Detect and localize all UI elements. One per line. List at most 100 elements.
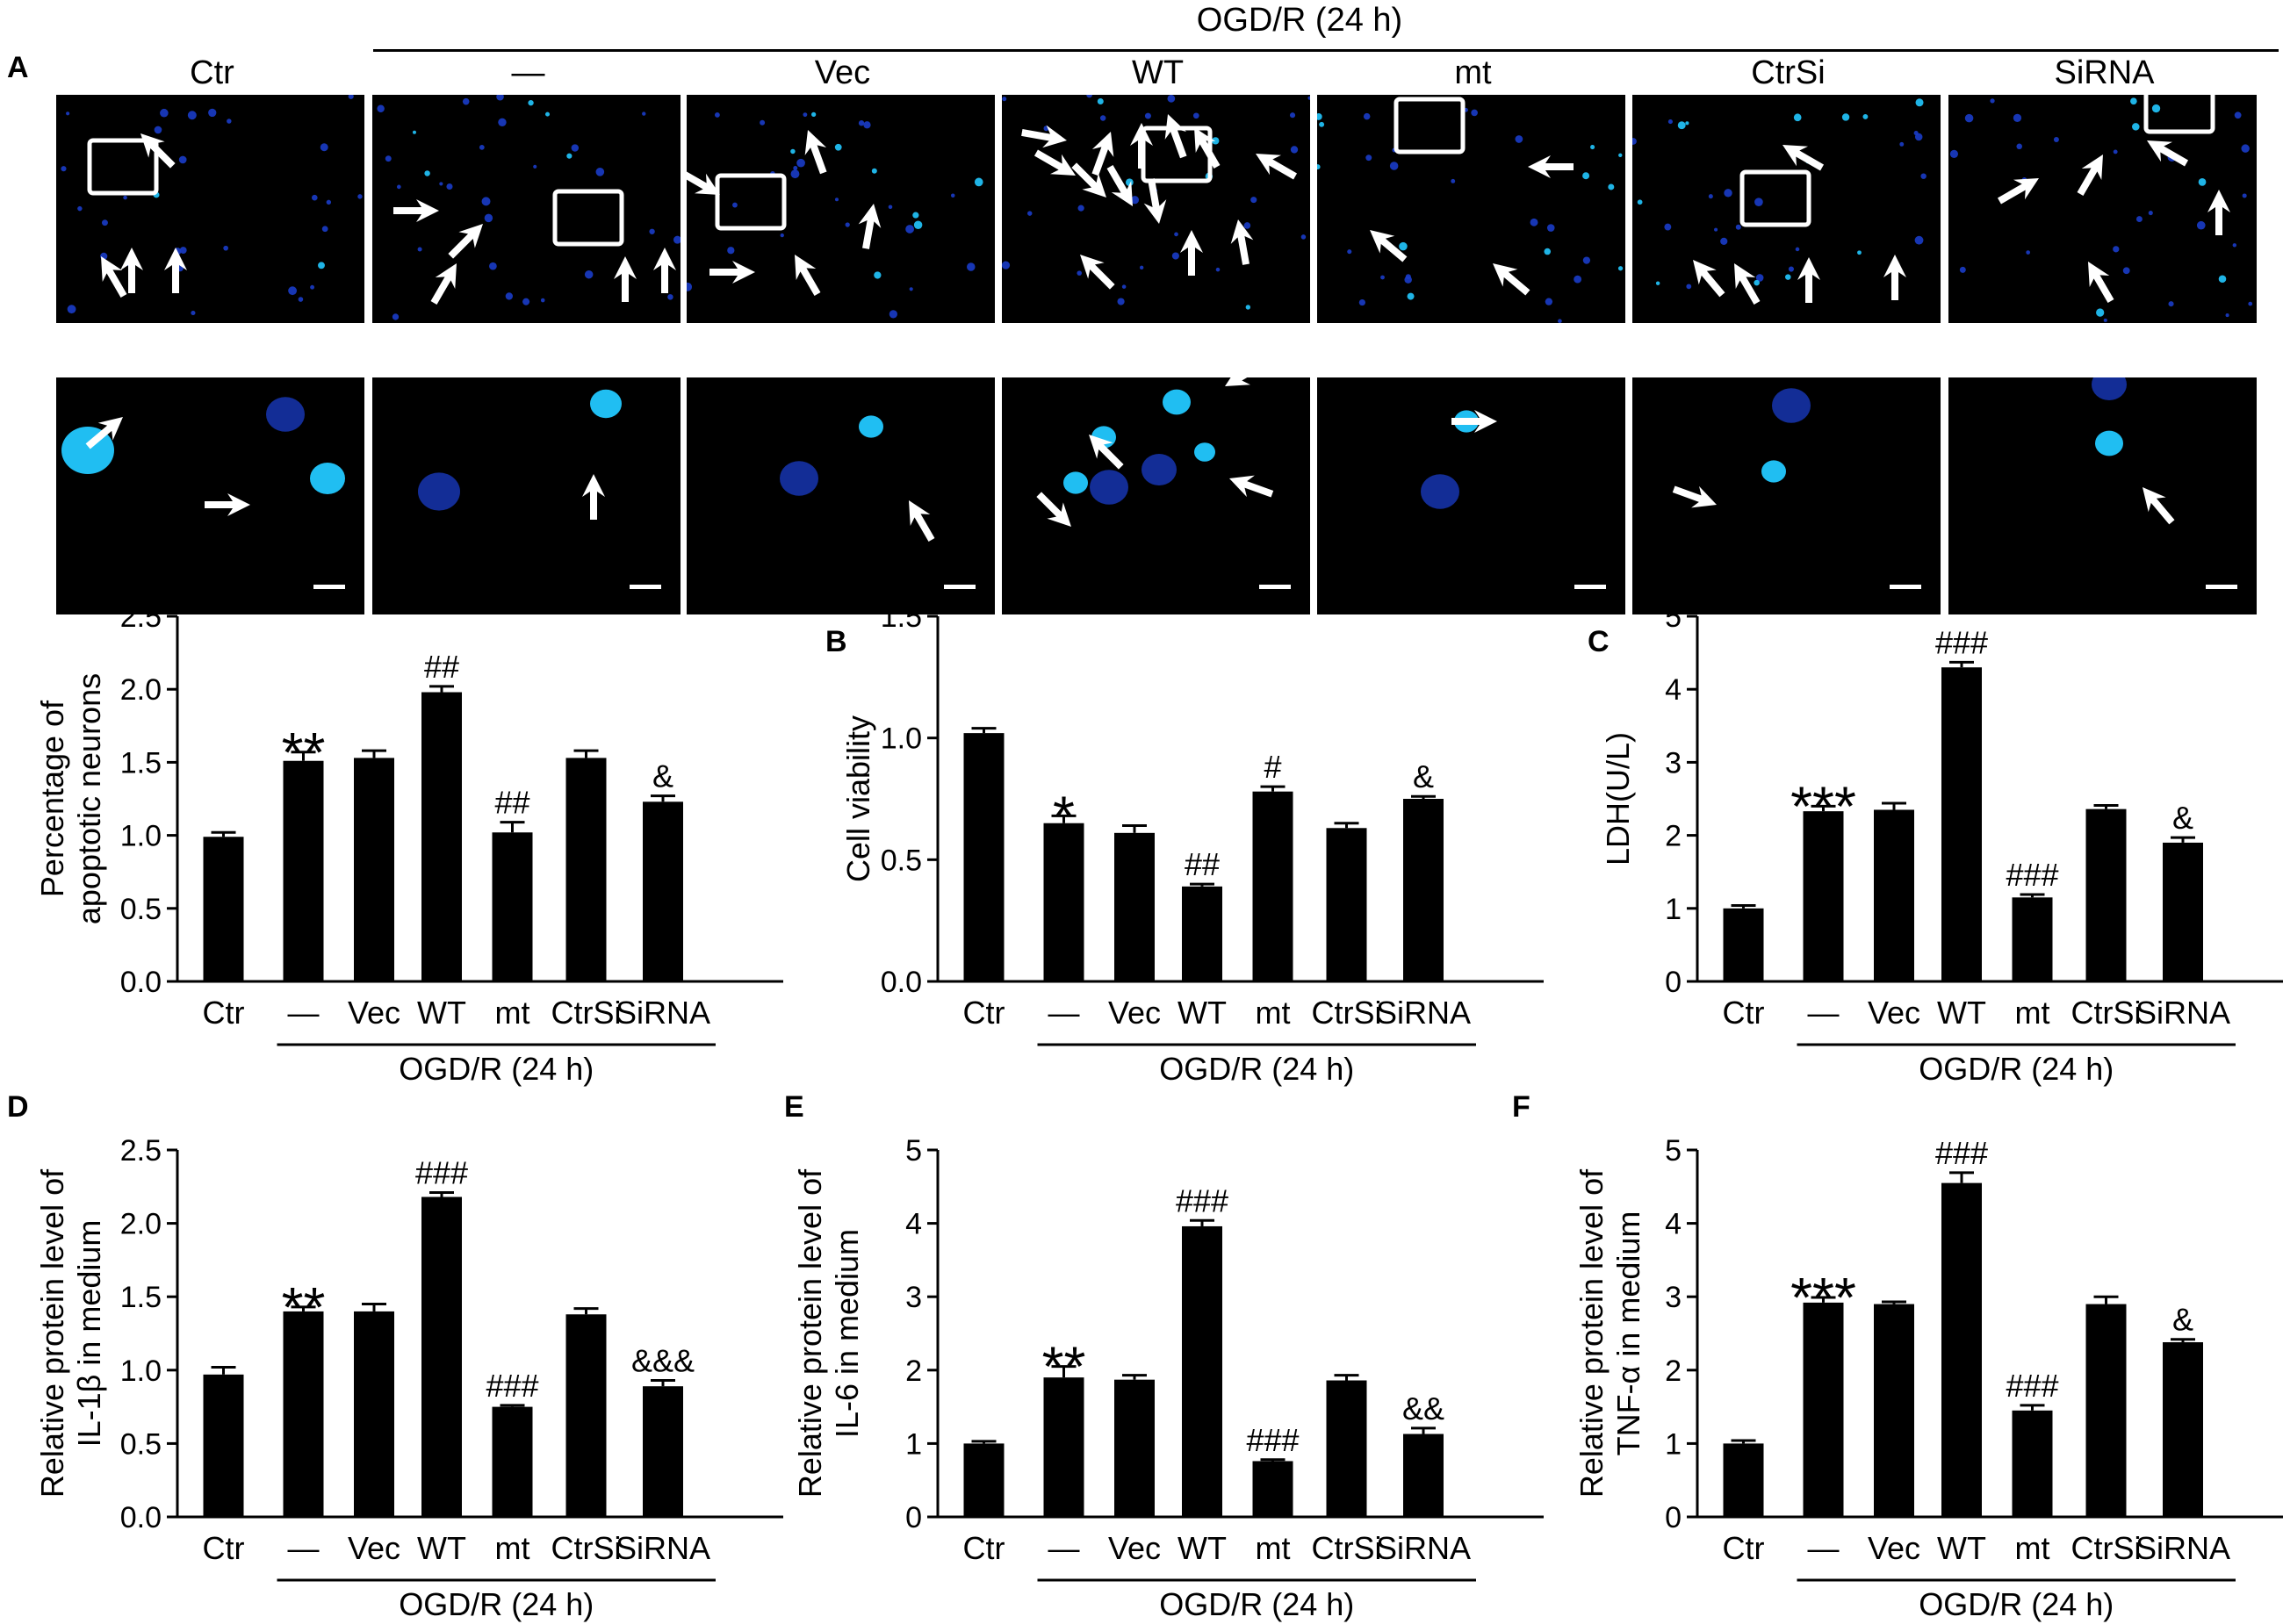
- x-tick-label: SiRNA: [1376, 1530, 1471, 1566]
- x-tick-label: mt: [495, 995, 530, 1031]
- x-tick-label: —: [1048, 1530, 1080, 1566]
- significance-label: ##: [494, 785, 529, 821]
- y-axis-label: LDH(U/L): [1600, 732, 1636, 866]
- nucleus: [1608, 183, 1615, 190]
- x-tick-label: CtrSi: [551, 995, 622, 1031]
- bar: [963, 733, 1005, 981]
- significance-label: &: [1413, 758, 1434, 794]
- y-tick-label: 0.5: [120, 1427, 162, 1461]
- nucleus: [2232, 243, 2237, 248]
- bar: [1803, 811, 1844, 981]
- significance-label: ###: [1935, 624, 1988, 660]
- bar: [565, 758, 607, 981]
- y-tick-label: 2.5: [120, 1134, 162, 1168]
- y-tick-label: 4: [1665, 1208, 1682, 1241]
- bar: [203, 1374, 244, 1517]
- micrograph-zoom: [1632, 377, 1941, 614]
- arrow-icon: [430, 263, 457, 305]
- nucleus: [1099, 115, 1106, 121]
- group-label: OGD/R (24 h): [1919, 1051, 2114, 1087]
- x-tick-label: CtrSi: [1312, 1530, 1382, 1566]
- nucleus: [1686, 284, 1692, 290]
- nucleus: [266, 397, 305, 432]
- micrograph-zoom: [1002, 377, 1310, 614]
- nucleus: [318, 262, 325, 269]
- column-header: CtrSi: [1751, 54, 1826, 91]
- nucleus: [1192, 112, 1199, 119]
- nucleus: [1618, 153, 1623, 157]
- nucleus: [1720, 237, 1728, 245]
- nucleus: [1899, 141, 1905, 147]
- arrow-icon: [1370, 230, 1408, 262]
- significance-label: *: [1053, 784, 1075, 847]
- x-tick-label: mt: [495, 1530, 530, 1566]
- nucleus: [790, 148, 796, 154]
- nucleus: [1772, 388, 1811, 423]
- significance-label: ###: [2006, 857, 2058, 893]
- bar-chart-b: B 0.0 0.5 1.0 1.5 Cell viability Ctr * — Vec ## WT #…: [825, 600, 1544, 1087]
- y-tick-label: 3: [1665, 1281, 1682, 1314]
- bar: [963, 1443, 1005, 1517]
- arrow-icon: [85, 417, 123, 449]
- panel-a-label: A: [7, 51, 29, 84]
- nucleus: [498, 118, 507, 126]
- x-tick-label: Vec: [1868, 995, 1920, 1031]
- nucleus: [803, 112, 808, 118]
- y-tick-label: 1.0: [120, 1355, 162, 1388]
- nucleus: [1077, 205, 1084, 212]
- micrograph-zoom: [372, 377, 681, 614]
- bar: [1723, 908, 1764, 981]
- x-tick-label: Ctr: [203, 995, 245, 1031]
- nucleus: [1785, 274, 1791, 280]
- arrow-icon: [804, 130, 827, 175]
- group-label: OGD/R (24 h): [1159, 1586, 1354, 1622]
- nucleus: [732, 202, 738, 208]
- significance-label: &: [2172, 1302, 2193, 1338]
- bar-chart-f: F 0 1 2 3 4 5 Relative protein level of TNF-α in…: [1512, 1090, 2283, 1622]
- nucleus: [187, 111, 197, 120]
- nucleus: [1949, 149, 1959, 158]
- nucleus: [1795, 247, 1800, 252]
- x-tick-label: WT: [1937, 1530, 1986, 1566]
- nucleus: [889, 310, 897, 319]
- x-tick-label: Vec: [1108, 995, 1161, 1031]
- x-tick-label: Vec: [1868, 1530, 1920, 1566]
- x-tick-label: —: [1048, 995, 1080, 1031]
- micrograph-zoom: [1948, 377, 2257, 614]
- y-axis-label: Relative protein level of: [1574, 1168, 1610, 1498]
- bar: [1326, 1380, 1367, 1517]
- arrow-icon: [1493, 263, 1530, 296]
- nucleus: [1027, 211, 1033, 216]
- significance-label: **: [282, 1275, 326, 1339]
- x-tick-label: SiRNA: [2135, 1530, 2230, 1566]
- nucleus: [227, 119, 232, 124]
- nucleus: [1914, 235, 1924, 245]
- nucleus: [1574, 275, 1582, 284]
- nucleus: [790, 169, 800, 179]
- arrow-icon: [1194, 127, 1221, 169]
- significance-label: ***: [1790, 1266, 1856, 1329]
- y-axis-label: IL-6 in medium: [829, 1229, 865, 1438]
- nucleus: [1755, 274, 1764, 282]
- bar: [421, 1196, 462, 1517]
- nucleus: [1117, 298, 1125, 305]
- nucleus: [1347, 249, 1352, 255]
- significance-label: **: [282, 721, 326, 784]
- x-tick-label: CtrSi: [551, 1530, 622, 1566]
- bar-chart-e: E 0 1 2 3 4 5 Relative protein level of IL-6 in …: [784, 1090, 1544, 1622]
- scale-bar: [1574, 585, 1606, 589]
- nucleus: [2132, 123, 2140, 131]
- nucleus: [649, 228, 655, 234]
- nucleus: [2135, 216, 2143, 223]
- nucleus: [859, 415, 883, 438]
- nucleus: [1857, 250, 1862, 255]
- bar: [565, 1314, 607, 1517]
- bar: [1252, 791, 1293, 981]
- x-tick-label: SiRNA: [616, 995, 710, 1031]
- nucleus: [1471, 109, 1478, 117]
- nucleus: [1530, 218, 1538, 226]
- y-tick-label: 2: [905, 1355, 922, 1388]
- bar: [1803, 1302, 1844, 1517]
- nucleus: [566, 153, 573, 159]
- arrow-icon: [1734, 263, 1761, 305]
